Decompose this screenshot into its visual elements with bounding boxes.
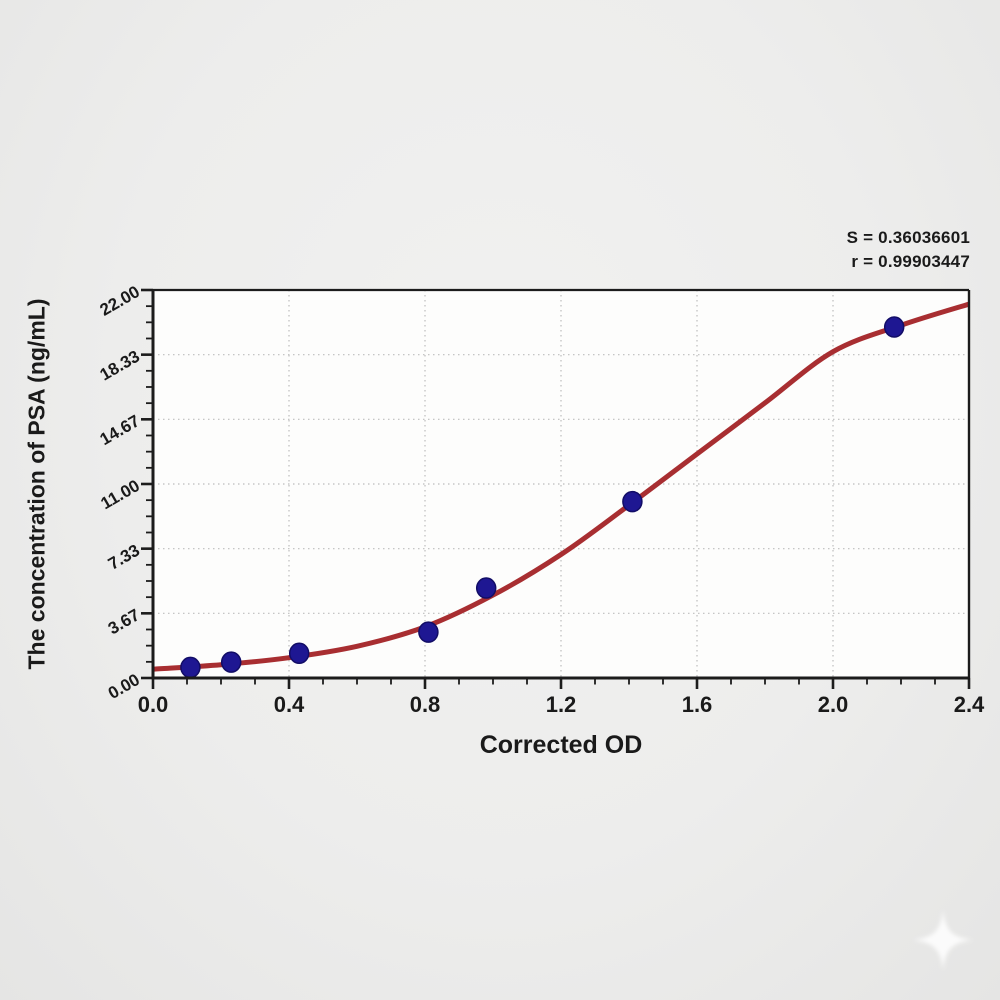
x-tick-label: 1.2 [546, 692, 577, 717]
x-tick-label: 0.0 [138, 692, 169, 717]
data-point [418, 621, 439, 643]
y-axis-title: The concentration of PSA (ng/mL) [23, 298, 50, 670]
x-tick-label: 0.4 [274, 692, 305, 717]
x-tick-label: 2.4 [954, 692, 985, 717]
plot-area [153, 290, 969, 678]
x-tick-label: 2.0 [818, 692, 849, 717]
fit-stat-r: r = 0.99903447 [851, 252, 970, 271]
data-point [883, 316, 905, 338]
data-point [220, 651, 242, 673]
x-axis-title: Corrected OD [479, 731, 643, 759]
y-tick-label: 14.67 [97, 411, 143, 449]
data-point [180, 656, 201, 679]
fit-stat-s: S = 0.36036601 [846, 228, 970, 247]
x-tick-label: 1.6 [682, 692, 713, 717]
fit-curve [153, 301, 969, 672]
sparkle-watermark-icon [913, 910, 973, 970]
y-tick-label: 22.00 [97, 282, 143, 320]
data-point [475, 577, 497, 599]
y-tick-label: 18.33 [97, 347, 143, 385]
x-tick-label: 0.8 [410, 692, 441, 717]
fit-stats: S = 0.36036601 r = 0.99903447 [847, 226, 970, 274]
data-point [622, 490, 643, 513]
y-tick-label: 7.33 [105, 541, 143, 574]
y-tick-label: 11.00 [97, 476, 143, 513]
y-tick-label: 3.67 [105, 605, 143, 638]
data-point [288, 642, 310, 665]
